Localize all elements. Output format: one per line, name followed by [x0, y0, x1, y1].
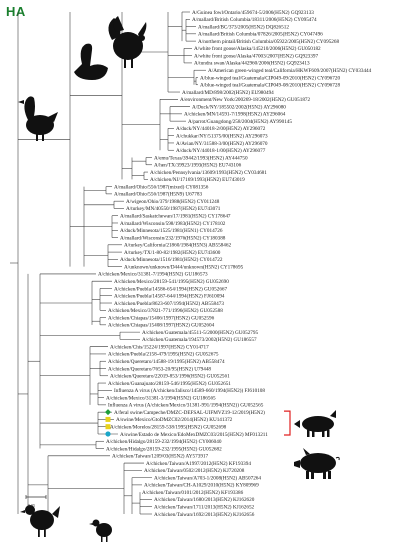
leaf-label: A/Avian/NY/31588-3/00(H5N2) AY296070	[176, 140, 268, 147]
leaf-label: A/mallard/Saskatchewan/17/1981(H5N2) CY1…	[120, 213, 231, 220]
leaf-label: A/hen/TX/39923/1993(H5N2) EU743106	[154, 162, 242, 169]
leaf-label: A/chicken/Guatemala/45511-5/2000(H5N2) G…	[142, 329, 258, 336]
leaf-label: A/chicken/Guanajuato/28159-546/1995(H5N2…	[108, 380, 231, 387]
leaf-label: A/mallard/Wisconsin/232/1976(H5N2) CY180…	[120, 234, 226, 241]
swine-clade-bracket	[284, 410, 291, 436]
leaf-label: A/chicken/Mexico/31381-3/1994(H5N2) GU18…	[106, 394, 216, 401]
leaf-label: A/chicken/Chiapas/15406/1997(H5N2) GU052…	[108, 314, 215, 321]
scale-label: 0.05	[28, 503, 35, 508]
leaf-label: A/chicken/Puebla/14586-654/1994(H5N2) GU…	[114, 285, 228, 292]
duck-icon	[18, 96, 58, 141]
turkey-icon	[108, 16, 147, 68]
tree-branches	[10, 11, 206, 515]
chicken-icon	[20, 505, 60, 537]
leaf-label: A/chicken/Hidalgo/28159-232/1995(H5N2) G…	[106, 445, 222, 452]
leaf-label: A/duck/NY/44018-2/00(H5N2) AY296072	[176, 125, 266, 132]
leaf-label: A/American green-winged teal/California/…	[208, 67, 372, 74]
leaf-label: A/chicken/Pennsylvania/13609/1993(H5N2) …	[150, 169, 267, 176]
leaf-label: A/duck/NY/44018-1/00(H5N2) AY296077	[176, 147, 266, 154]
leaf-label: A/chicken/Taiwan/0502/2012(H5N2) KJ72020…	[144, 467, 245, 474]
leaf-label: A/chicken/Taiwan/A703-1/2008(H5N2) AB507…	[154, 474, 261, 481]
leaf-label: A/chicken/Queretaro/7653-20/95(H5N2) U79…	[108, 365, 211, 372]
tree-leaf-labels: A/Guinea fowl/Ontario/459674-5/2006(H5N2…	[98, 9, 372, 518]
leaf-label: A/Duck/NY/185502/2002(H5N2) AY296080	[192, 103, 286, 110]
leaf-label: A/turkey/California/21860/1984(H5N3) AB5…	[124, 242, 231, 249]
leaf-label: A/chicken/Mexico/28159-541/1995(H5N2) GU…	[114, 278, 229, 285]
leaf-label: A/chicken/Taiwan/1680/2013(H5N2) KJ16262…	[154, 496, 255, 503]
leaf-label: A/chicken/Mexico/37821-771/1996(H5N2) GU…	[108, 307, 223, 314]
leaf-label: A/white front goose/Alaska/145210/2006(H…	[194, 45, 321, 52]
leaf-label: A/white front goose/Alaska/47003/2007(H5…	[194, 52, 318, 59]
feral-swine-icon	[294, 410, 336, 437]
leaf-label: A/turkey/MN/40550/1987(H5N2) EU743071	[126, 205, 221, 212]
leaf-label: A/chicken/Taiwan/1209/03(H5N2) AY573917	[112, 453, 209, 460]
leaf-label: A/blue-winged teal/Guatemala/CIP049-08/2…	[200, 82, 340, 89]
leaf-label: A/chicken/Hidalgo/28159-232/1994(H5N2) C…	[106, 438, 222, 445]
leaf-label: A/chicken/Taiwan/0101/2012(H5N2) KF19338…	[142, 489, 244, 496]
leaf-label: A/feral swine/Campeche/DMZC-DEFSAL-UIFMV…	[114, 409, 265, 416]
pig-icon	[294, 448, 340, 479]
leaf-label: A/turkey/TX/1-80-82/1982(H5N2) EU743600	[124, 249, 221, 256]
leaf-label: A/northern pintail/British Columbia/0592…	[198, 38, 339, 45]
leaf-label: A/mallard/Ohio/556/1987(H5N9) U67783	[114, 191, 202, 198]
leaf-label: A/chicken/Taiwan/A1997/2012(H5N2) KF1933…	[146, 460, 251, 467]
leaf-label: A/emu/Texas/39442/1993(H5N2) AY444750	[154, 154, 248, 161]
leaf-label: A/mallard/British Columbia/18311/2006(H5…	[192, 16, 317, 23]
yellow-square-marker	[105, 416, 111, 422]
yellow-square-marker	[105, 424, 111, 430]
leaf-label: A/chicken/Taiwan/1711/2013(H5N2) KJ16265…	[154, 504, 255, 511]
scale-bar: 0.05	[25, 495, 47, 508]
leaf-label: A/parrot/Guangdong/258/2004(H5N2) AY9901…	[188, 118, 292, 125]
leaf-label: A/chukkar/NY/51375/00(H5N2) AY296073	[176, 132, 268, 139]
leaf-label: A/chicken/Guatemala/194573/2002(H5N2) GU…	[142, 336, 257, 343]
leaf-label: A/chicken/MN/14591-7/1998(H5N2) AY296064	[184, 111, 286, 118]
leaf-label: A/mallard/British Columbia/07826/2005(H5…	[198, 31, 323, 38]
leaf-label: A/chicken/Puebla/8623-607/1994(H5N2) AB5…	[114, 300, 224, 307]
leaf-label: A/duck/Minnesota/1516/1981(H5N2) CY01472…	[120, 256, 223, 263]
leaf-label: A/mallard/MD/898/2002(H5N2) EU980494	[182, 89, 274, 96]
leaf-label: A/swine/Mexico/GtoDMZC02/2014(H5N2) KU14…	[116, 416, 233, 423]
leaf-label: A/environment/New York/200269-18/2002(H5…	[180, 96, 311, 103]
leaf-label: A/chicken/Puebla/14587-644/1994(H5N2) FJ…	[114, 293, 225, 300]
leaf-label: Influenza A virus (A/chicken/Jalisco/145…	[114, 387, 265, 394]
swan-icon	[74, 43, 108, 80]
leaf-label: A/chicken/Taiwan/CH-A1029/2010(H5N2) KY8…	[144, 482, 259, 489]
leaf-label: A/wigeon/Ohio/379/1988(H5N2) CY011248	[126, 198, 220, 205]
leaf-label: A/chicken/Mexico/31381-7/1994(H5N2) GU18…	[98, 271, 208, 278]
leaf-label: A/Guinea fowl/Ontario/459674-5/2006(H5N2…	[192, 9, 314, 16]
leaf-label: A/chicken/Taiwan/1692/2013(H5N2) KJ16265…	[154, 511, 255, 518]
cyan-circle-marker	[105, 431, 111, 437]
leaf-label: A/chicken/NJ/17169/1993(H5N2) EU743019	[150, 176, 245, 183]
leaf-label: A/chicken/Queretaro/14588-19/1995(H5N2) …	[108, 358, 225, 365]
leaf-label: A/chicken/Puebla/2158-479/1995(H5N2) GU0…	[108, 351, 219, 358]
leaf-label: A/mallard/Ohio/556/1987(mixed) CY081356	[114, 183, 209, 190]
leaf-label: A/blue-winged teal/Guatemala/CIP049-09/2…	[200, 74, 340, 81]
leaf-label: A/chicken/Chiapas/15408/1997(H5N2) GU052…	[108, 322, 215, 329]
leaf-label: A/mallard/Wisconsin/598/1983(H5N2) CY178…	[120, 220, 226, 227]
leaf-label: A/tundra swan/Alaska/442960/2006(H5N2) G…	[194, 60, 310, 67]
panel-label: HA	[6, 4, 26, 19]
leaf-label: A/chicken/Morelos/28159-538/1995(H5N2) G…	[110, 423, 227, 430]
leaf-label: A/swine/Estado de Mexico/EdoMexDMZC03/20…	[120, 431, 268, 438]
leaf-label: A/duck/Minnesota/1525/1981(H5N1) CY01472…	[120, 227, 223, 234]
green-diamond-marker	[105, 409, 111, 416]
leaf-label: A/mallard/BC/373/2005(H5N2) DQ826512	[198, 23, 289, 30]
leaf-label: A/unknown/unknown/D444/unknown(H5N2) CY1…	[124, 263, 244, 270]
leaf-label: Influenza A virus (A/chicken/Mexico/3138…	[108, 402, 264, 409]
hen-icon	[89, 519, 112, 542]
leaf-label: A/chicken/Queretaro/22019-853/1996(H5N2)…	[110, 373, 230, 380]
leaf-label: A/chicken/Chis/15224/1997(H5N2) CY014717	[110, 343, 209, 350]
